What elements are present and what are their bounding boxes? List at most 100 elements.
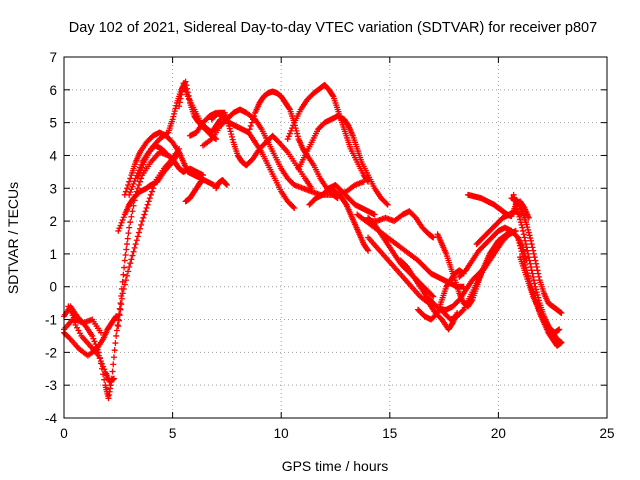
data-point — [139, 164, 146, 171]
y-tick-label: 5 — [49, 116, 57, 131]
data-point — [527, 237, 534, 244]
data-point — [533, 260, 540, 267]
data-marks — [61, 78, 565, 402]
data-point — [308, 185, 315, 192]
data-point — [117, 306, 124, 313]
data-point — [517, 219, 524, 226]
series-sat-ab — [441, 227, 519, 323]
data-point — [123, 246, 130, 253]
data-point — [226, 125, 233, 132]
data-point — [137, 169, 144, 176]
data-point — [144, 201, 151, 208]
data-point — [127, 189, 134, 196]
data-point — [179, 87, 186, 94]
y-tick-label: 0 — [49, 280, 57, 295]
data-point — [146, 195, 153, 202]
data-point — [371, 211, 378, 218]
x-tick-label: 0 — [60, 426, 68, 441]
x-tick-label: 20 — [491, 426, 506, 441]
data-point — [116, 225, 123, 232]
data-point — [287, 127, 294, 134]
series-sat-o — [208, 109, 315, 192]
data-point — [134, 175, 141, 182]
data-point — [227, 128, 234, 135]
data-point — [249, 116, 256, 123]
data-point — [529, 270, 536, 277]
data-point — [228, 131, 235, 138]
data-point — [97, 329, 104, 336]
data-point — [246, 126, 253, 133]
y-tick-label: 1 — [49, 247, 57, 262]
series-sat-ai — [517, 254, 563, 336]
data-point — [127, 219, 134, 226]
data-point — [119, 216, 126, 223]
data-point — [121, 264, 128, 271]
series-sat-g — [121, 129, 217, 198]
data-point — [384, 201, 391, 208]
data-point — [517, 242, 524, 249]
data-point — [169, 116, 176, 123]
data-point — [123, 185, 130, 192]
data-point — [176, 99, 183, 106]
data-point — [178, 91, 185, 98]
data-point — [131, 178, 138, 185]
data-point — [128, 256, 135, 263]
data-point — [142, 208, 149, 215]
data-point — [91, 338, 98, 345]
series-sat-v — [365, 208, 437, 241]
data-point — [129, 208, 136, 215]
data-point — [528, 241, 535, 248]
data-point — [110, 375, 117, 382]
data-point — [115, 323, 122, 330]
data-point — [148, 188, 155, 195]
data-point — [286, 130, 293, 137]
data-point — [140, 214, 147, 221]
data-point — [519, 224, 526, 231]
data-point — [216, 117, 223, 124]
chart-title: Day 102 of 2021, Sidereal Day-to-day VTE… — [69, 20, 597, 36]
data-point — [530, 273, 537, 280]
data-point — [125, 181, 132, 188]
data-point — [526, 257, 533, 264]
data-point — [528, 267, 535, 274]
data-point — [116, 312, 123, 319]
data-point — [126, 224, 133, 231]
data-point — [114, 322, 121, 329]
data-point — [285, 133, 292, 140]
y-tick-label: 6 — [49, 83, 57, 98]
data-point — [530, 277, 537, 284]
data-point — [97, 358, 104, 365]
series-sat-k — [182, 178, 204, 205]
data-point — [529, 244, 536, 251]
data-point — [131, 244, 138, 251]
data-point — [514, 205, 521, 212]
data-point — [90, 335, 97, 342]
data-point — [126, 191, 133, 198]
data-point — [121, 257, 128, 264]
data-point — [525, 250, 532, 257]
data-point — [226, 122, 233, 129]
data-point — [96, 355, 103, 362]
data-point — [515, 210, 522, 217]
data-point — [111, 347, 118, 354]
data-point — [430, 293, 437, 300]
data-point — [123, 241, 130, 248]
data-point — [525, 229, 532, 236]
x-tick-label: 10 — [274, 426, 289, 441]
data-point — [383, 200, 390, 207]
data-point — [120, 285, 127, 292]
data-point — [137, 178, 144, 185]
data-point — [129, 252, 136, 259]
data-point — [433, 311, 440, 318]
series-sat-l — [213, 177, 230, 192]
data-point — [535, 273, 542, 280]
data-point — [527, 264, 534, 271]
series-sat-w — [354, 211, 467, 290]
data-point — [109, 368, 116, 375]
data-point — [145, 198, 152, 205]
data-point — [121, 281, 128, 288]
data-point — [118, 219, 125, 226]
data-point — [113, 313, 120, 320]
data-point — [511, 194, 518, 201]
data-point — [510, 191, 517, 198]
